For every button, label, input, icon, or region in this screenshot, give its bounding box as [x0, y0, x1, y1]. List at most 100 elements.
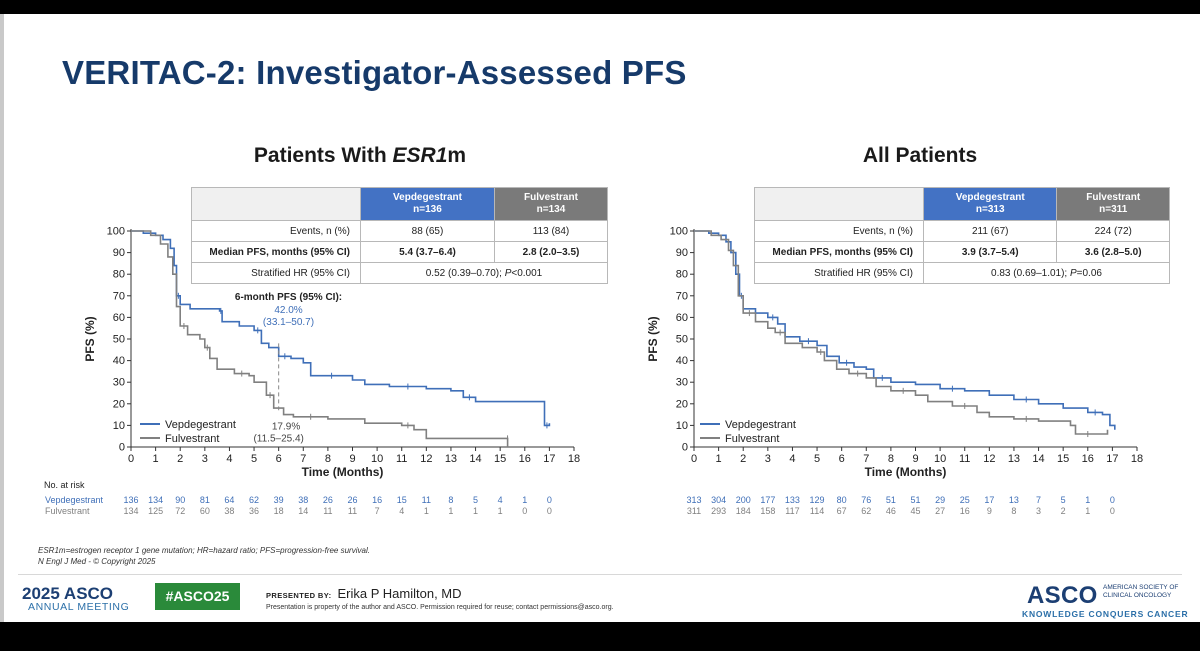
at-risk-value: 13 [1009, 495, 1019, 505]
at-risk-header: No. at risk [44, 480, 85, 490]
y-tick-label: 60 [113, 312, 125, 324]
at-risk-value: 8 [448, 495, 453, 505]
y-tick-label: 20 [676, 398, 688, 410]
at-risk-value: 38 [224, 506, 234, 516]
at-risk-value: 129 [810, 495, 825, 505]
at-risk-value: 76 [861, 495, 871, 505]
at-risk-value: 4 [399, 506, 404, 516]
at-risk-value: 2 [1061, 506, 1066, 516]
at-risk-value: 114 [810, 506, 824, 516]
at-risk-value: 67 [837, 506, 847, 516]
at-risk-value: 38 [298, 495, 308, 505]
y-tick-label: 100 [107, 226, 125, 238]
x-tick-label: 11 [396, 453, 407, 465]
x-tick-label: 1 [153, 453, 159, 465]
legend-label-vepdegestrant: Vepdegestrant [725, 419, 796, 431]
y-tick-label: 60 [676, 312, 688, 324]
at-risk-value: 158 [760, 506, 775, 516]
presented-by-label: PRESENTED BY: [266, 591, 332, 600]
at-risk-value: 14 [298, 506, 308, 516]
at-risk-value: 16 [960, 506, 970, 516]
y-axis-label: PFS (%) [83, 316, 97, 361]
at-risk-value: 313 [686, 495, 701, 505]
at-risk-value: 11 [422, 495, 431, 505]
at-risk-value: 117 [785, 506, 799, 516]
at-risk-value: 16 [372, 495, 382, 505]
annotation-ful-ci: (11.5–25.4) [253, 434, 303, 445]
annotation-vep-value: 42.0% [274, 305, 302, 316]
x-tick-label: 9 [349, 453, 355, 465]
at-risk-value: 46 [886, 506, 896, 516]
y-tick-label: 10 [676, 420, 688, 432]
x-tick-label: 15 [1057, 453, 1069, 465]
panel-title-esr1m-italic: ESR1 [392, 144, 448, 167]
asco-logo-subtitle: AMERICAN SOCIETY OF CLINICAL ONCOLOGY [1103, 584, 1179, 599]
y-tick-label: 80 [676, 269, 688, 281]
x-tick-label: 6 [839, 453, 845, 465]
at-risk-value: 26 [323, 495, 333, 505]
y-tick-label: 80 [113, 269, 125, 281]
at-risk-value: 0 [1110, 495, 1115, 505]
at-risk-value: 125 [148, 506, 163, 516]
x-tick-label: 12 [420, 453, 432, 465]
x-tick-label: 13 [1008, 453, 1020, 465]
slide-title: VERITAC-2: Investigator-Assessed PFS [62, 54, 687, 91]
x-tick-label: 3 [765, 453, 771, 465]
meeting-name: ANNUAL MEETING [28, 601, 130, 613]
km-curve-fulvestrant [131, 230, 509, 447]
at-risk-value: 4 [498, 495, 503, 505]
x-tick-label: 7 [300, 453, 306, 465]
y-tick-label: 100 [670, 226, 688, 238]
at-risk-value: 81 [200, 495, 210, 505]
y-tick-label: 90 [113, 247, 125, 259]
y-tick-label: 20 [113, 398, 125, 410]
y-tick-label: 30 [113, 377, 125, 389]
table-head-ful: Fulvestrant n=311 [1056, 187, 1170, 221]
footnote-abbreviations: ESR1m=estrogen receptor 1 gene mutation;… [38, 546, 370, 555]
x-tick-label: 4 [789, 453, 795, 465]
at-risk-value: 11 [323, 506, 332, 516]
legend-label-fulvestrant: Fulvestrant [165, 433, 219, 445]
presenter: PRESENTED BY: Erika P Hamilton, MD [266, 586, 462, 601]
x-tick-label: 9 [912, 453, 918, 465]
at-risk-value: 0 [1110, 506, 1115, 516]
at-risk-value: 0 [547, 506, 552, 516]
x-tick-label: 10 [371, 453, 383, 465]
table-corner [754, 187, 924, 221]
x-tick-label: 10 [934, 453, 946, 465]
at-risk-value: 1 [1085, 506, 1090, 516]
at-risk-value: 25 [960, 495, 970, 505]
at-risk-value: 62 [861, 506, 871, 516]
x-tick-label: 11 [959, 453, 970, 465]
at-risk-value: 7 [1036, 495, 1041, 505]
at-risk-value: 45 [910, 506, 920, 516]
x-tick-label: 13 [445, 453, 457, 465]
table-head-vep: Vepdegestrant n=313 [922, 187, 1058, 221]
y-tick-label: 0 [119, 442, 125, 454]
x-tick-label: 0 [128, 453, 134, 465]
x-tick-label: 16 [1082, 453, 1094, 465]
at-risk-value: 200 [736, 495, 751, 505]
at-risk-value: 293 [711, 506, 726, 516]
slide: VERITAC-2: Investigator-Assessed PFS Pat… [0, 14, 1200, 622]
annotation-title: 6-month PFS (95% CI): [235, 292, 342, 303]
x-axis-label: Time (Months) [865, 465, 947, 479]
x-tick-label: 7 [863, 453, 869, 465]
annotation-vep-ci: (33.1–50.7) [263, 317, 314, 328]
at-risk-value: 0 [522, 506, 527, 516]
at-risk-value: 39 [274, 495, 284, 505]
x-tick-label: 17 [543, 453, 555, 465]
at-risk-value: 26 [347, 495, 357, 505]
at-risk-value: 133 [785, 495, 800, 505]
legend-label-vepdegestrant: Vepdegestrant [165, 419, 236, 431]
x-tick-label: 2 [740, 453, 746, 465]
at-risk-value: 1 [473, 506, 478, 516]
at-risk-value: 18 [274, 506, 284, 516]
x-tick-label: 2 [177, 453, 183, 465]
at-risk-value: 64 [224, 495, 234, 505]
at-risk-value: 1 [522, 495, 527, 505]
at-risk-value: 17 [984, 495, 994, 505]
x-tick-label: 16 [519, 453, 531, 465]
panel-title-esr1m-suffix: m [447, 144, 467, 167]
